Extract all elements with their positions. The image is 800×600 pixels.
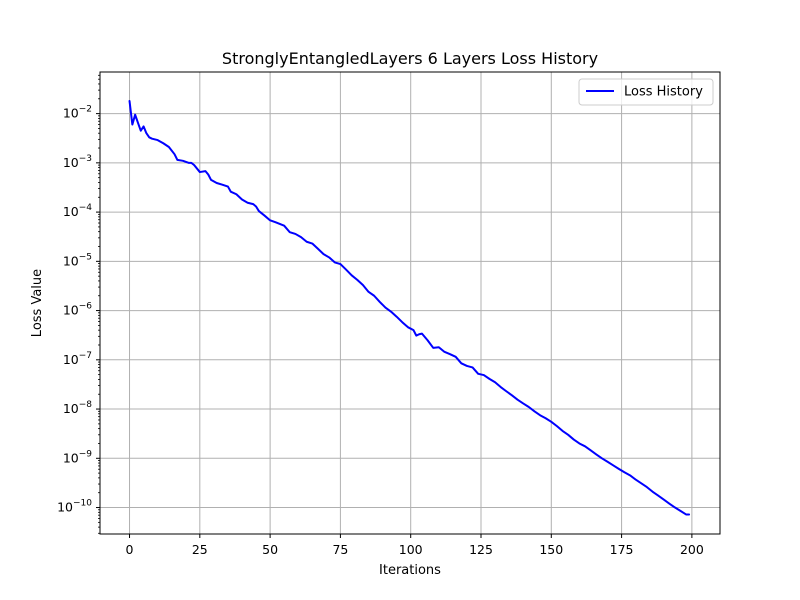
- y-tick-label: 10−8: [63, 400, 92, 416]
- y-axis-ticks: 10−10 10−9 10−8 10−7 10−6 10−5 10−4 10−3 10−2: [57, 74, 100, 534]
- y-tick-label: 10−4: [63, 203, 92, 219]
- x-tick-label: 25: [192, 542, 208, 557]
- x-tick-label: 50: [262, 542, 278, 557]
- plot-frame: [99, 71, 721, 535]
- y-tick-label: 10−7: [63, 351, 92, 367]
- y-axis-label: Loss Value: [30, 269, 45, 337]
- y-tick-label: 10−10: [57, 499, 92, 515]
- legend-label: Loss History: [624, 85, 703, 100]
- plot-area: [100, 72, 720, 534]
- x-tick-label: 175: [610, 542, 634, 557]
- series-lines: [128, 100, 691, 516]
- x-tick-label: 100: [399, 542, 423, 557]
- y-tick-label: 10−3: [63, 154, 92, 170]
- x-tick-label: 125: [469, 542, 493, 557]
- x-tick-label: 0: [126, 542, 134, 557]
- loss-history-line: [128, 100, 691, 516]
- x-tick-label: 200: [680, 542, 704, 557]
- x-tick-label: 150: [539, 542, 563, 557]
- x-axis-ticks: 0 25 50 75 100 125 150 175 200: [126, 534, 704, 557]
- x-axis-label: Iterations: [379, 563, 441, 578]
- y-tick-label: 10−6: [63, 302, 92, 318]
- grid: [100, 72, 720, 534]
- y-tick-label: 10−9: [63, 449, 92, 465]
- x-tick-label: 75: [332, 542, 348, 557]
- legend-box: [578, 78, 714, 106]
- y-tick-label: 10−2: [63, 105, 92, 121]
- chart-title: StronglyEntangledLayers 6 Layers Loss Hi…: [222, 49, 598, 68]
- y-tick-label: 10−5: [63, 252, 92, 268]
- legend: Loss History: [578, 78, 714, 106]
